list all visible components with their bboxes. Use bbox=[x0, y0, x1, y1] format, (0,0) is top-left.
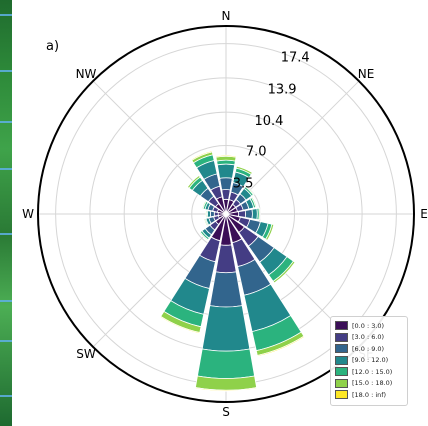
bar-segment bbox=[215, 154, 237, 158]
radial-tick-label: 7.0 bbox=[246, 145, 267, 160]
bar-segment bbox=[272, 260, 296, 284]
legend-swatch bbox=[335, 321, 348, 331]
radial-tick-label: 13.9 bbox=[268, 82, 297, 97]
sector-bars bbox=[159, 150, 305, 392]
legend-swatch bbox=[335, 332, 348, 342]
bar-segment bbox=[196, 348, 256, 379]
map-background-strip bbox=[0, 0, 12, 426]
direction-label: E bbox=[420, 207, 428, 221]
bar-segment bbox=[221, 189, 231, 200]
legend-item: [3.0 : 6.0) bbox=[335, 332, 403, 344]
bar-segment bbox=[186, 174, 201, 189]
direction-label: NE bbox=[358, 67, 375, 81]
legend-swatch bbox=[335, 390, 348, 400]
bar-segment bbox=[235, 165, 253, 175]
bar-segment bbox=[244, 185, 255, 196]
legend-label: [15.0 : 18.0) bbox=[352, 379, 393, 388]
bar-segment bbox=[219, 177, 233, 191]
bar-segment bbox=[258, 207, 261, 221]
bar-segment bbox=[194, 387, 258, 392]
radial-tick-label: 3.5 bbox=[233, 176, 254, 191]
bar-segment bbox=[265, 223, 275, 241]
bar-segment bbox=[159, 315, 201, 334]
legend-label: [9.0 : 12.0) bbox=[352, 356, 389, 365]
bar-segment bbox=[251, 196, 258, 208]
bar-segment bbox=[244, 208, 253, 220]
panel-label: a) bbox=[46, 39, 59, 54]
radial-tick-label: 17.4 bbox=[281, 51, 310, 66]
bar-segment bbox=[201, 305, 251, 352]
legend-label: [18.0 : inf) bbox=[352, 390, 387, 399]
legend-swatch bbox=[335, 378, 348, 388]
legend: [0.0 : 3.0) [3.0 : 6.0) [6.0 : 9.0) [9.0 : … bbox=[330, 316, 408, 406]
bar-segment bbox=[205, 209, 208, 219]
legend-swatch bbox=[335, 344, 348, 354]
bar-segment bbox=[256, 335, 305, 357]
legend-item: [6.0 : 9.0) bbox=[335, 343, 403, 355]
legend-item: [12.0 : 15.0) bbox=[335, 366, 403, 378]
direction-label: N bbox=[222, 9, 231, 23]
direction-label: SW bbox=[76, 347, 96, 361]
bar-segment bbox=[198, 231, 209, 242]
legend-item: [15.0 : 18.0) bbox=[335, 378, 403, 390]
legend-item: [9.0 : 12.0) bbox=[335, 355, 403, 367]
legend-label: [6.0 : 9.0) bbox=[352, 344, 385, 353]
bar-segment bbox=[201, 200, 207, 210]
bar-segment bbox=[238, 210, 246, 218]
bar-segment bbox=[190, 150, 213, 161]
direction-label: W bbox=[22, 207, 34, 221]
bar-segment bbox=[209, 271, 243, 308]
bar-segment bbox=[213, 211, 219, 217]
direction-label: NW bbox=[76, 67, 97, 81]
legend-label: [12.0 : 15.0) bbox=[352, 367, 393, 376]
bar-segment bbox=[251, 208, 258, 220]
bar-segment bbox=[209, 210, 215, 218]
direction-label: S bbox=[222, 405, 230, 419]
legend-swatch bbox=[335, 367, 348, 377]
legend-item: [0.0 : 3.0) bbox=[335, 320, 403, 332]
legend-label: [0.0 : 3.0) bbox=[352, 321, 385, 330]
legend-swatch bbox=[335, 355, 348, 365]
outer-circle bbox=[37, 25, 415, 403]
legend-label: [3.0 : 6.0) bbox=[352, 333, 385, 342]
bar-segment bbox=[203, 218, 209, 227]
bar-segment bbox=[194, 375, 258, 391]
radial-tick-label: 10.4 bbox=[254, 114, 283, 129]
legend-item: [18.0 : inf) bbox=[335, 389, 403, 401]
